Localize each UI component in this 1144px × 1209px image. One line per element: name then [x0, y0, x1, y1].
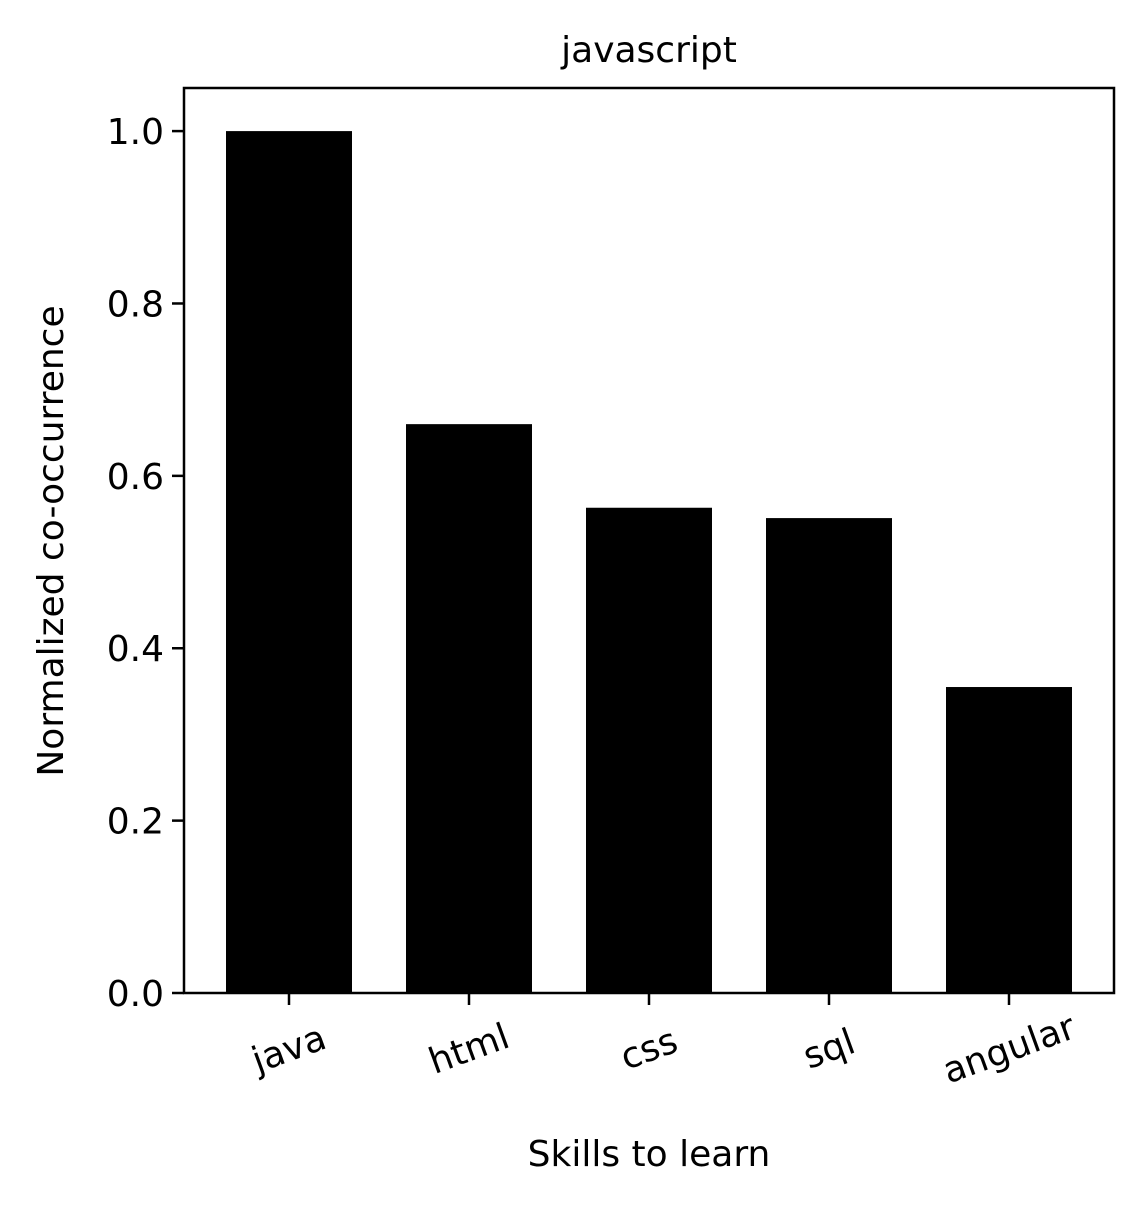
bar-java [226, 131, 352, 994]
chart-title: javascript [560, 30, 737, 71]
y-tick-label: 0.4 [107, 629, 164, 670]
x-tick-label: angular [938, 1007, 1081, 1093]
y-axis-label: Normalized co-occurrence [31, 305, 72, 776]
bar-angular [946, 687, 1072, 993]
y-tick-label: 1.0 [107, 112, 164, 153]
y-tick-label: 0.0 [107, 974, 164, 1015]
y-tick-label: 0.8 [107, 284, 164, 325]
x-tick-label: sql [798, 1021, 861, 1077]
y-tick-label: 0.6 [107, 457, 164, 498]
x-tick-label: html [424, 1016, 515, 1083]
x-tick-label: css [615, 1020, 683, 1078]
bar-css [586, 507, 712, 993]
bars-layer [226, 131, 1072, 994]
y-axis: 0.0 0.2 0.4 0.6 0.8 1.0 [107, 112, 184, 1015]
bar-sql [766, 518, 892, 993]
x-tick-label: java [246, 1017, 332, 1082]
x-axis: java html css sql angular [246, 993, 1081, 1092]
y-tick-label: 0.2 [107, 802, 164, 843]
bar-html [406, 424, 532, 994]
x-axis-label: Skills to learn [528, 1134, 771, 1175]
plot-frame [182, 86, 1116, 995]
